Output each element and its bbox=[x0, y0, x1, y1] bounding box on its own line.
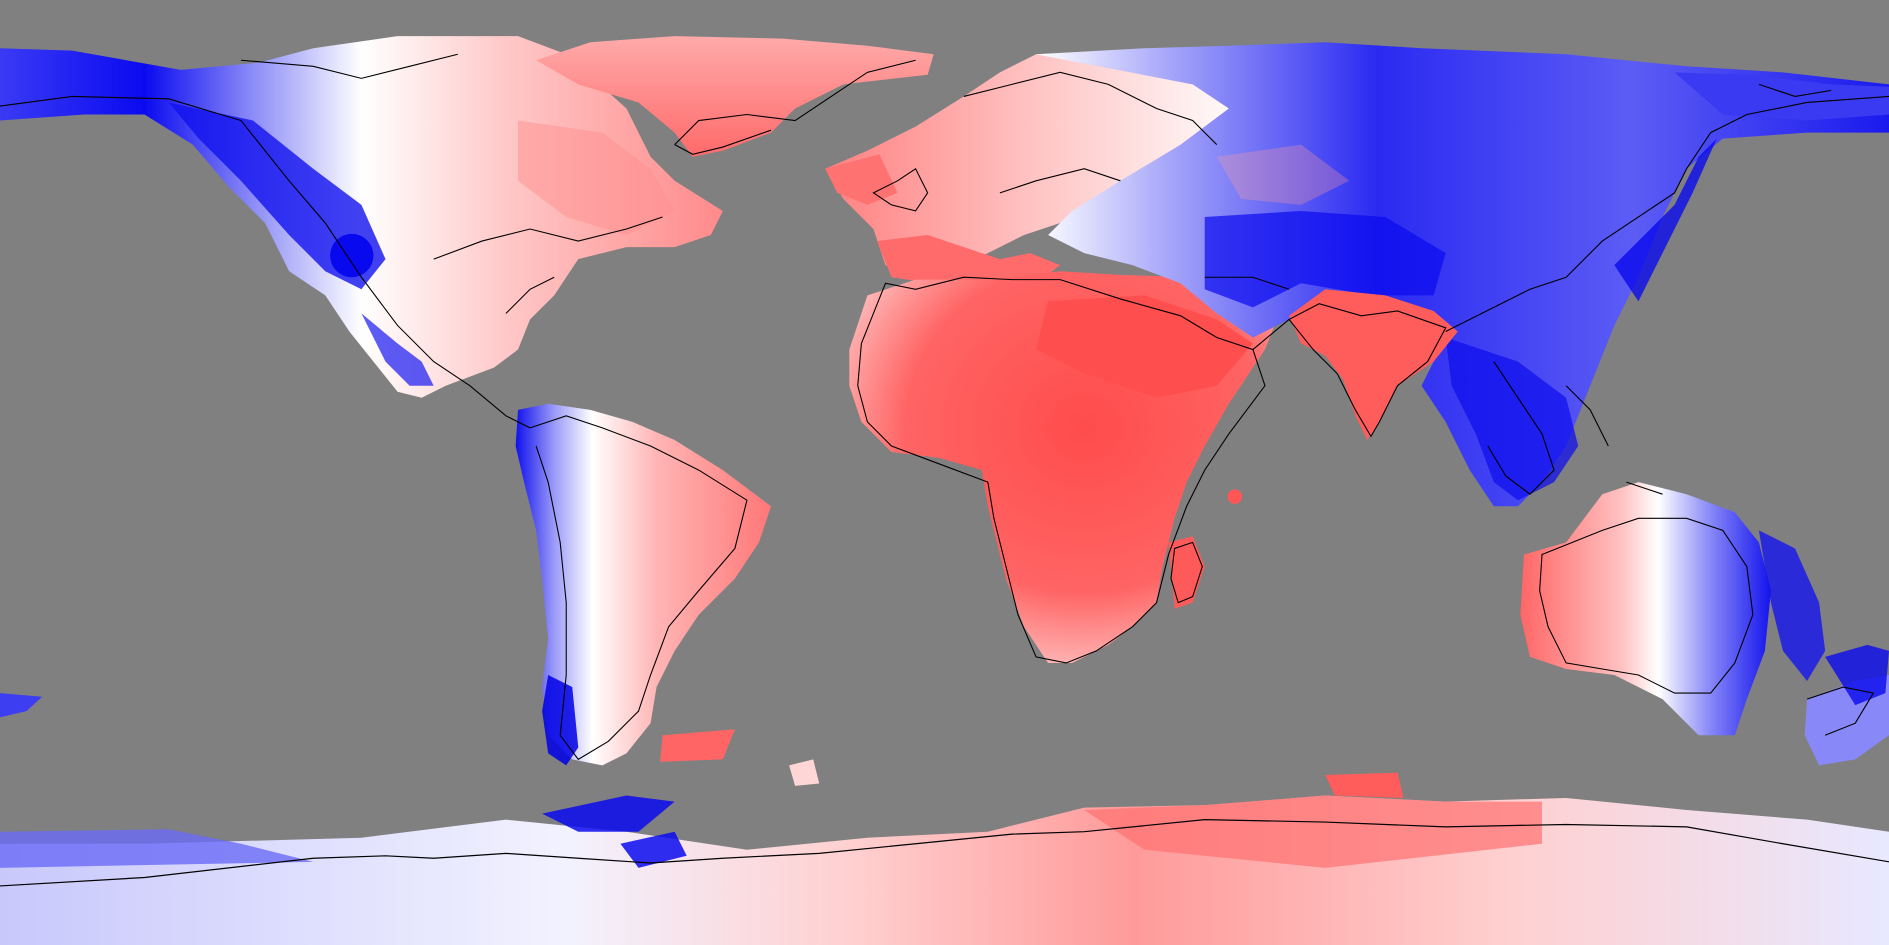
south-america-region bbox=[515, 403, 772, 766]
africa-region bbox=[849, 271, 1278, 663]
antarctica-region bbox=[0, 772, 1889, 945]
asia-region bbox=[1036, 42, 1889, 507]
pacific-islands bbox=[0, 693, 820, 786]
australia-region bbox=[1520, 482, 1889, 766]
europe-region bbox=[825, 50, 1253, 285]
coastlines bbox=[0, 53, 1889, 761]
india-region bbox=[1289, 289, 1458, 440]
greenland-region bbox=[536, 36, 934, 157]
